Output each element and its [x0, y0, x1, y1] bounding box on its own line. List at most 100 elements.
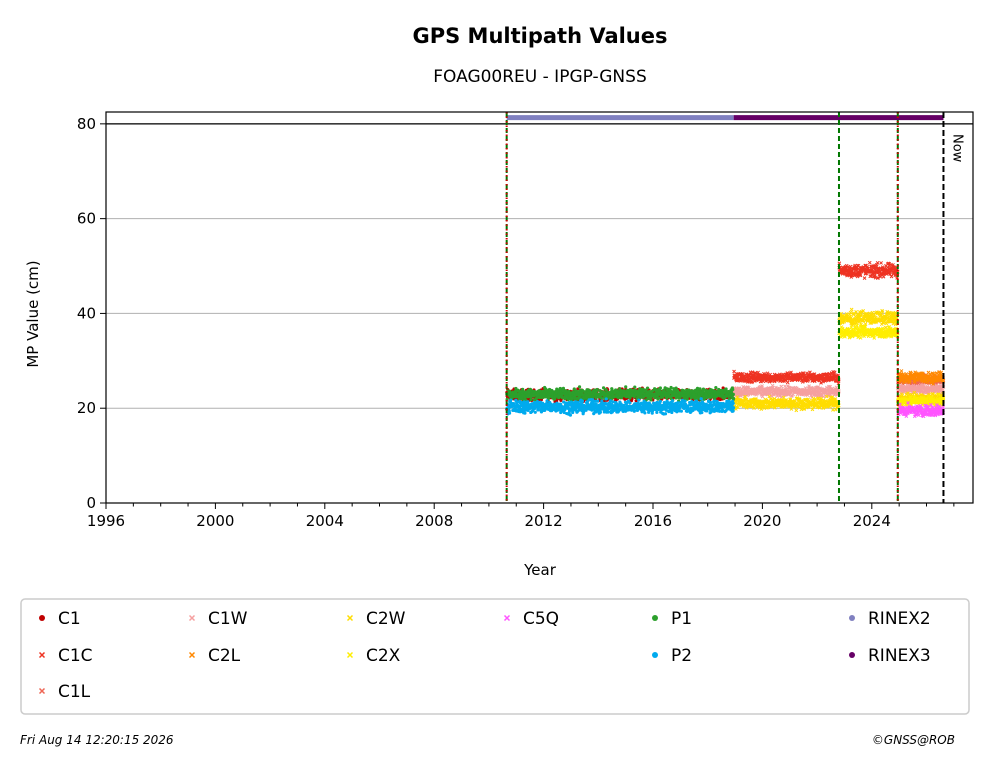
point-c2w: [736, 405, 740, 410]
point-c2l: [939, 370, 944, 375]
point-c5q: [905, 411, 910, 416]
point-c2w: [873, 315, 878, 320]
point-p2: [507, 411, 512, 415]
point-p1: [669, 385, 673, 390]
point-c2w: [854, 309, 858, 314]
point-p1: [595, 387, 599, 392]
point-c1c: [776, 373, 780, 378]
point-c5q: [904, 414, 909, 418]
point-p1: [601, 386, 606, 390]
point-c1c: [855, 263, 860, 268]
point-c2x: [941, 396, 946, 401]
point-p1: [521, 387, 525, 392]
point-c1c: [889, 274, 894, 279]
series-c2x: [837, 323, 946, 409]
point-c2x: [936, 392, 941, 397]
point-c1c: [884, 272, 889, 276]
point-c1w: [760, 384, 764, 388]
point-p1: [599, 396, 604, 400]
point-c2x: [859, 333, 863, 338]
series-p1: [505, 385, 736, 403]
data-points: [505, 260, 946, 419]
point-c2w: [842, 319, 847, 324]
point-c2w: [849, 307, 854, 312]
point-p1: [714, 386, 718, 390]
point-c2w: [752, 406, 756, 410]
point-c2l: [908, 371, 913, 375]
point-c1w: [770, 383, 775, 388]
point-c1w: [934, 383, 939, 388]
point-p1: [685, 397, 689, 401]
point-c2x: [843, 334, 847, 339]
point-c5q: [934, 403, 939, 407]
series-c2l: [896, 369, 946, 386]
point-p1: [675, 389, 680, 393]
point-p1: [604, 388, 608, 392]
point-c5q: [906, 401, 910, 405]
point-c2x: [872, 336, 877, 340]
point-p1: [566, 397, 570, 402]
point-p1: [551, 390, 555, 394]
point-c1w: [779, 384, 784, 389]
point-p1: [724, 387, 728, 391]
point-p1: [657, 396, 661, 400]
point-p1: [658, 386, 662, 390]
point-c1c: [732, 369, 736, 374]
series-c1c: [732, 260, 900, 386]
point-p1: [561, 386, 566, 390]
grid-lines: [106, 123, 973, 409]
point-p1: [618, 387, 622, 391]
point-c2x: [858, 336, 863, 340]
point-c1c: [808, 370, 812, 375]
point-p2: [509, 398, 513, 402]
chart-subtitle: FOAG00REU - IPGP-GNSS: [433, 67, 646, 87]
point-p1: [633, 385, 637, 389]
point-c1c: [832, 370, 837, 375]
point-c1c: [858, 273, 863, 277]
point-c2w: [743, 394, 748, 399]
point-c2w: [802, 406, 807, 411]
point-p1: [732, 396, 736, 401]
point-c1c: [777, 372, 782, 377]
point-p1: [674, 386, 678, 390]
point-c5q: [941, 405, 946, 410]
point-c1w: [921, 383, 925, 387]
point-c2w: [831, 408, 835, 412]
point-c2w: [762, 406, 766, 411]
point-c2l: [907, 380, 912, 385]
point-c2w: [880, 310, 885, 314]
point-c5q: [925, 405, 930, 409]
point-p1: [632, 395, 637, 399]
point-p1: [731, 392, 735, 396]
point-p1: [731, 387, 735, 392]
point-c2x: [908, 395, 913, 399]
series-c5q: [896, 401, 946, 419]
point-c2w: [767, 394, 772, 399]
point-c2w: [824, 394, 829, 399]
point-c2w: [891, 321, 896, 326]
point-c1c: [876, 276, 880, 280]
point-c5q: [898, 402, 902, 407]
point-c1c: [789, 370, 793, 375]
point-p1: [619, 396, 624, 400]
point-c2w: [794, 408, 799, 413]
point-c1c: [750, 370, 755, 374]
point-c2x: [863, 324, 867, 329]
point-p1: [665, 388, 669, 392]
point-c1c: [881, 274, 886, 279]
point-c5q: [929, 402, 933, 407]
point-c5q: [918, 403, 923, 408]
point-p1: [577, 385, 582, 389]
point-p1: [645, 386, 650, 390]
point-c2x: [849, 325, 854, 330]
point-c2l: [931, 382, 936, 386]
point-c1c: [867, 260, 872, 265]
point-c1c: [875, 261, 880, 265]
point-c1c: [879, 261, 883, 265]
point-c2x: [854, 323, 859, 328]
point-p1: [560, 396, 565, 400]
point-c2w: [906, 391, 910, 396]
point-c2x: [863, 324, 867, 328]
point-c1c: [785, 380, 790, 385]
